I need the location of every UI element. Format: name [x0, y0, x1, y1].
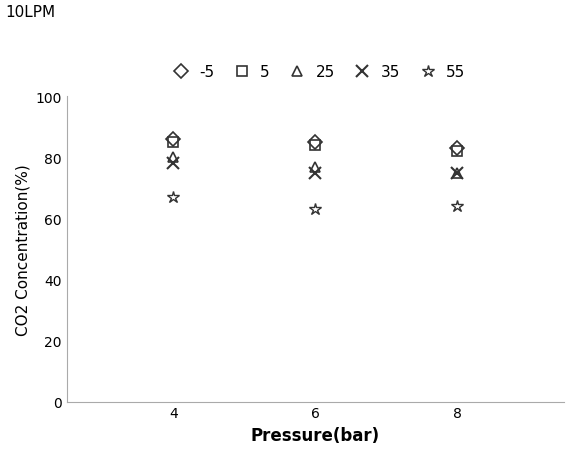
X-axis label: Pressure(bar): Pressure(bar)	[251, 426, 380, 444]
55	[170, 195, 177, 201]
5	[312, 143, 319, 149]
Y-axis label: CO2 Concentration(%): CO2 Concentration(%)	[15, 164, 30, 335]
Line: 25: 25	[168, 153, 462, 178]
-5	[170, 137, 177, 142]
-5	[312, 140, 319, 146]
55	[312, 207, 319, 213]
25	[454, 170, 461, 176]
35	[312, 170, 319, 176]
5	[170, 140, 177, 146]
55	[454, 204, 461, 209]
Line: 35: 35	[168, 158, 463, 179]
Line: 5: 5	[168, 138, 462, 157]
35	[454, 170, 461, 176]
Line: 55: 55	[167, 191, 464, 216]
25	[170, 155, 177, 161]
Line: -5: -5	[168, 135, 462, 154]
25	[312, 164, 319, 170]
Legend: -5, 5, 25, 35, 55: -5, 5, 25, 35, 55	[159, 59, 471, 86]
Text: 10LPM: 10LPM	[6, 5, 56, 20]
5	[454, 149, 461, 155]
35	[170, 162, 177, 167]
-5	[454, 146, 461, 151]
